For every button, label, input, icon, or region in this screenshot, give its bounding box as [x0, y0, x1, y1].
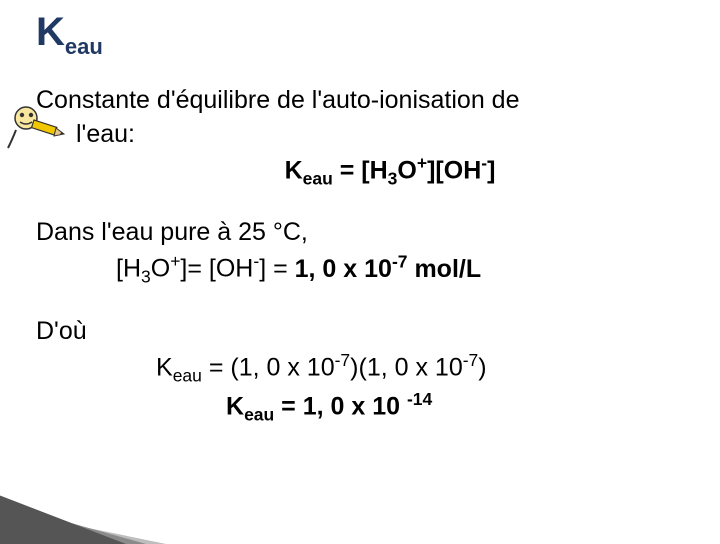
title-k: K [36, 10, 65, 54]
eq1-end: ] [487, 156, 495, 184]
c-o: O [151, 255, 170, 283]
c-plus: + [170, 251, 180, 271]
result-line: Keau = 1, 0 x 10 -14 [36, 388, 684, 427]
c-value: 1, 0 x 10-7 mol/L [295, 255, 481, 283]
corner-decoration [0, 484, 166, 544]
eq1-sub: eau [303, 168, 333, 188]
concentration-line: [H3O+]= [OH-] = 1, 0 x 10-7 mol/L [36, 250, 684, 289]
res-exp: -14 [407, 389, 432, 409]
eq1-h: = [H [333, 156, 388, 184]
res-sub: eau [244, 404, 274, 424]
intro-line2: l'eau: [36, 118, 684, 152]
calc-e1: -7 [335, 350, 351, 370]
res-k: K [226, 392, 244, 420]
therefore: D'où [36, 315, 684, 349]
calc-line: Keau = (1, 0 x 10-7)(1, 0 x 10-7) [36, 349, 684, 388]
c-unit: mol/L [408, 255, 482, 283]
c-exp: -7 [392, 251, 408, 271]
equation-keau: Keau = [H3O+][OH-] [36, 152, 684, 191]
eq1-o: O [397, 156, 416, 184]
pure-water-line: Dans l'eau pure à 25 °C, [36, 216, 684, 250]
calc-k: K [156, 353, 173, 381]
calc-m2: )(1, 0 x 10 [350, 353, 463, 381]
eq1-plus: + [417, 153, 427, 173]
calc-end: ) [478, 353, 486, 381]
title-sub: eau [65, 34, 103, 59]
eq1-oh: ][OH [427, 156, 481, 184]
res-eq: = 1, 0 x 10 [274, 392, 407, 420]
calc-sub: eau [173, 365, 202, 385]
c-3: 3 [141, 267, 151, 287]
c-h: [H [116, 255, 141, 283]
intro-line1: Constante d'équilibre de l'auto-ionisati… [36, 84, 684, 118]
pencil-icon [6, 100, 70, 154]
eq1-k: K [285, 156, 303, 184]
calc-e2: -7 [463, 350, 479, 370]
eq1-3: 3 [388, 168, 398, 188]
slide-body: Constante d'équilibre de l'auto-ionisati… [36, 84, 684, 427]
slide-title: Keau [36, 10, 684, 60]
c-num: 1, 0 x 10 [295, 255, 392, 283]
c-eq: ] = [259, 255, 294, 283]
c-oh: ]= [OH [180, 255, 253, 283]
calc-m1: = (1, 0 x 10 [202, 353, 335, 381]
